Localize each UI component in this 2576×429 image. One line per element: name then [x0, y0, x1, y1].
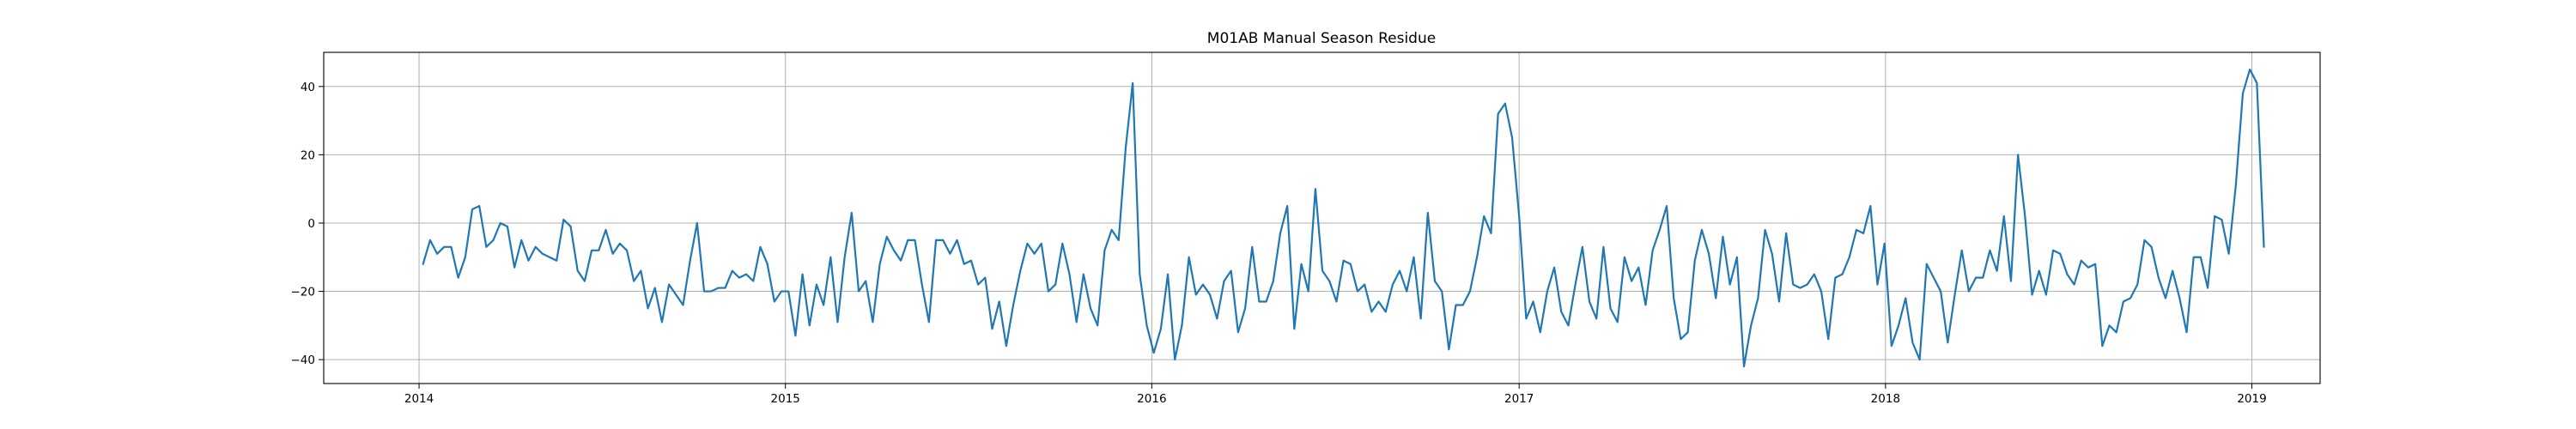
- y-tick-label: 40: [301, 81, 315, 94]
- x-tick-label: 2016: [1137, 392, 1166, 406]
- x-tick-label: 2018: [1871, 392, 1900, 406]
- chart-title: M01AB Manual Season Residue: [1207, 30, 1436, 47]
- x-tick-label: 2017: [1504, 392, 1534, 406]
- y-tick-label: 0: [307, 217, 315, 231]
- x-tick-label: 2019: [2237, 392, 2266, 406]
- grid-lines: [324, 52, 2320, 384]
- y-tick-label: 20: [301, 148, 315, 162]
- axes: 2014 2015 2016 2017 2018 2019 40 20 0 −20 −40: [291, 81, 2267, 406]
- series-line: [422, 68, 2265, 368]
- y-tick-label: −20: [291, 286, 316, 299]
- x-tick-label: 2015: [771, 392, 800, 406]
- x-tick-label: 2014: [404, 392, 434, 406]
- series-layer: [422, 68, 2265, 368]
- y-tick-label: −40: [291, 353, 316, 367]
- plot-area-frame: [323, 51, 2321, 384]
